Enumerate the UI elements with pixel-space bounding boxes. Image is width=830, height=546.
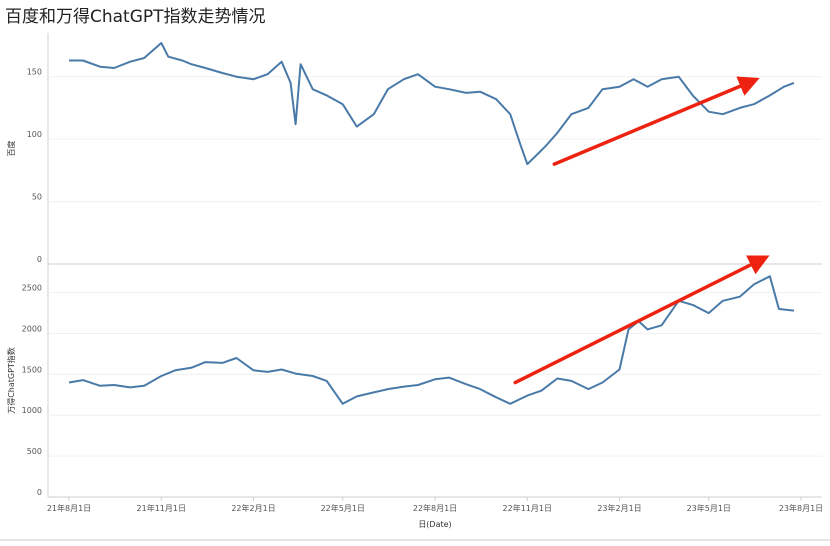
- y-tick-label: 0: [37, 488, 42, 497]
- y-tick-label: 150: [27, 68, 42, 77]
- x-tick-label: 21年11月1日: [137, 503, 186, 513]
- y-axis-label: 万得ChatGPT指数: [6, 347, 16, 414]
- x-tick-label: 22年2月1日: [231, 503, 275, 513]
- y-tick-label: 2500: [22, 284, 42, 293]
- series-line: [68, 275, 795, 405]
- x-tick-label: 23年5月1日: [687, 503, 731, 513]
- series-line: [69, 42, 795, 166]
- y-tick-label: 1500: [22, 365, 42, 374]
- x-axis-label: 日(Date): [418, 520, 451, 529]
- annotation-arrow: [513, 255, 770, 385]
- x-tick-label: 22年8月1日: [413, 503, 457, 513]
- y-tick-label: 50: [32, 193, 42, 202]
- x-tick-label: 21年8月1日: [47, 503, 91, 513]
- page-title: 百度和万得ChatGPT指数走势情况: [5, 7, 266, 27]
- annotation-arrow: [552, 76, 760, 166]
- y-tick-label: 500: [27, 447, 42, 456]
- x-tick-label: 22年11月1日: [503, 503, 552, 513]
- y-tick-label: 2000: [22, 324, 42, 333]
- y-tick-label: 100: [27, 130, 42, 139]
- y-tick-label: 0: [37, 255, 42, 264]
- y-axis-label: 百度: [6, 141, 16, 157]
- x-tick-label: 23年8月1日: [779, 503, 823, 513]
- x-tick-label: 23年2月1日: [597, 503, 641, 513]
- y-tick-label: 1000: [22, 406, 42, 415]
- x-tick-label: 22年5月1日: [321, 503, 365, 513]
